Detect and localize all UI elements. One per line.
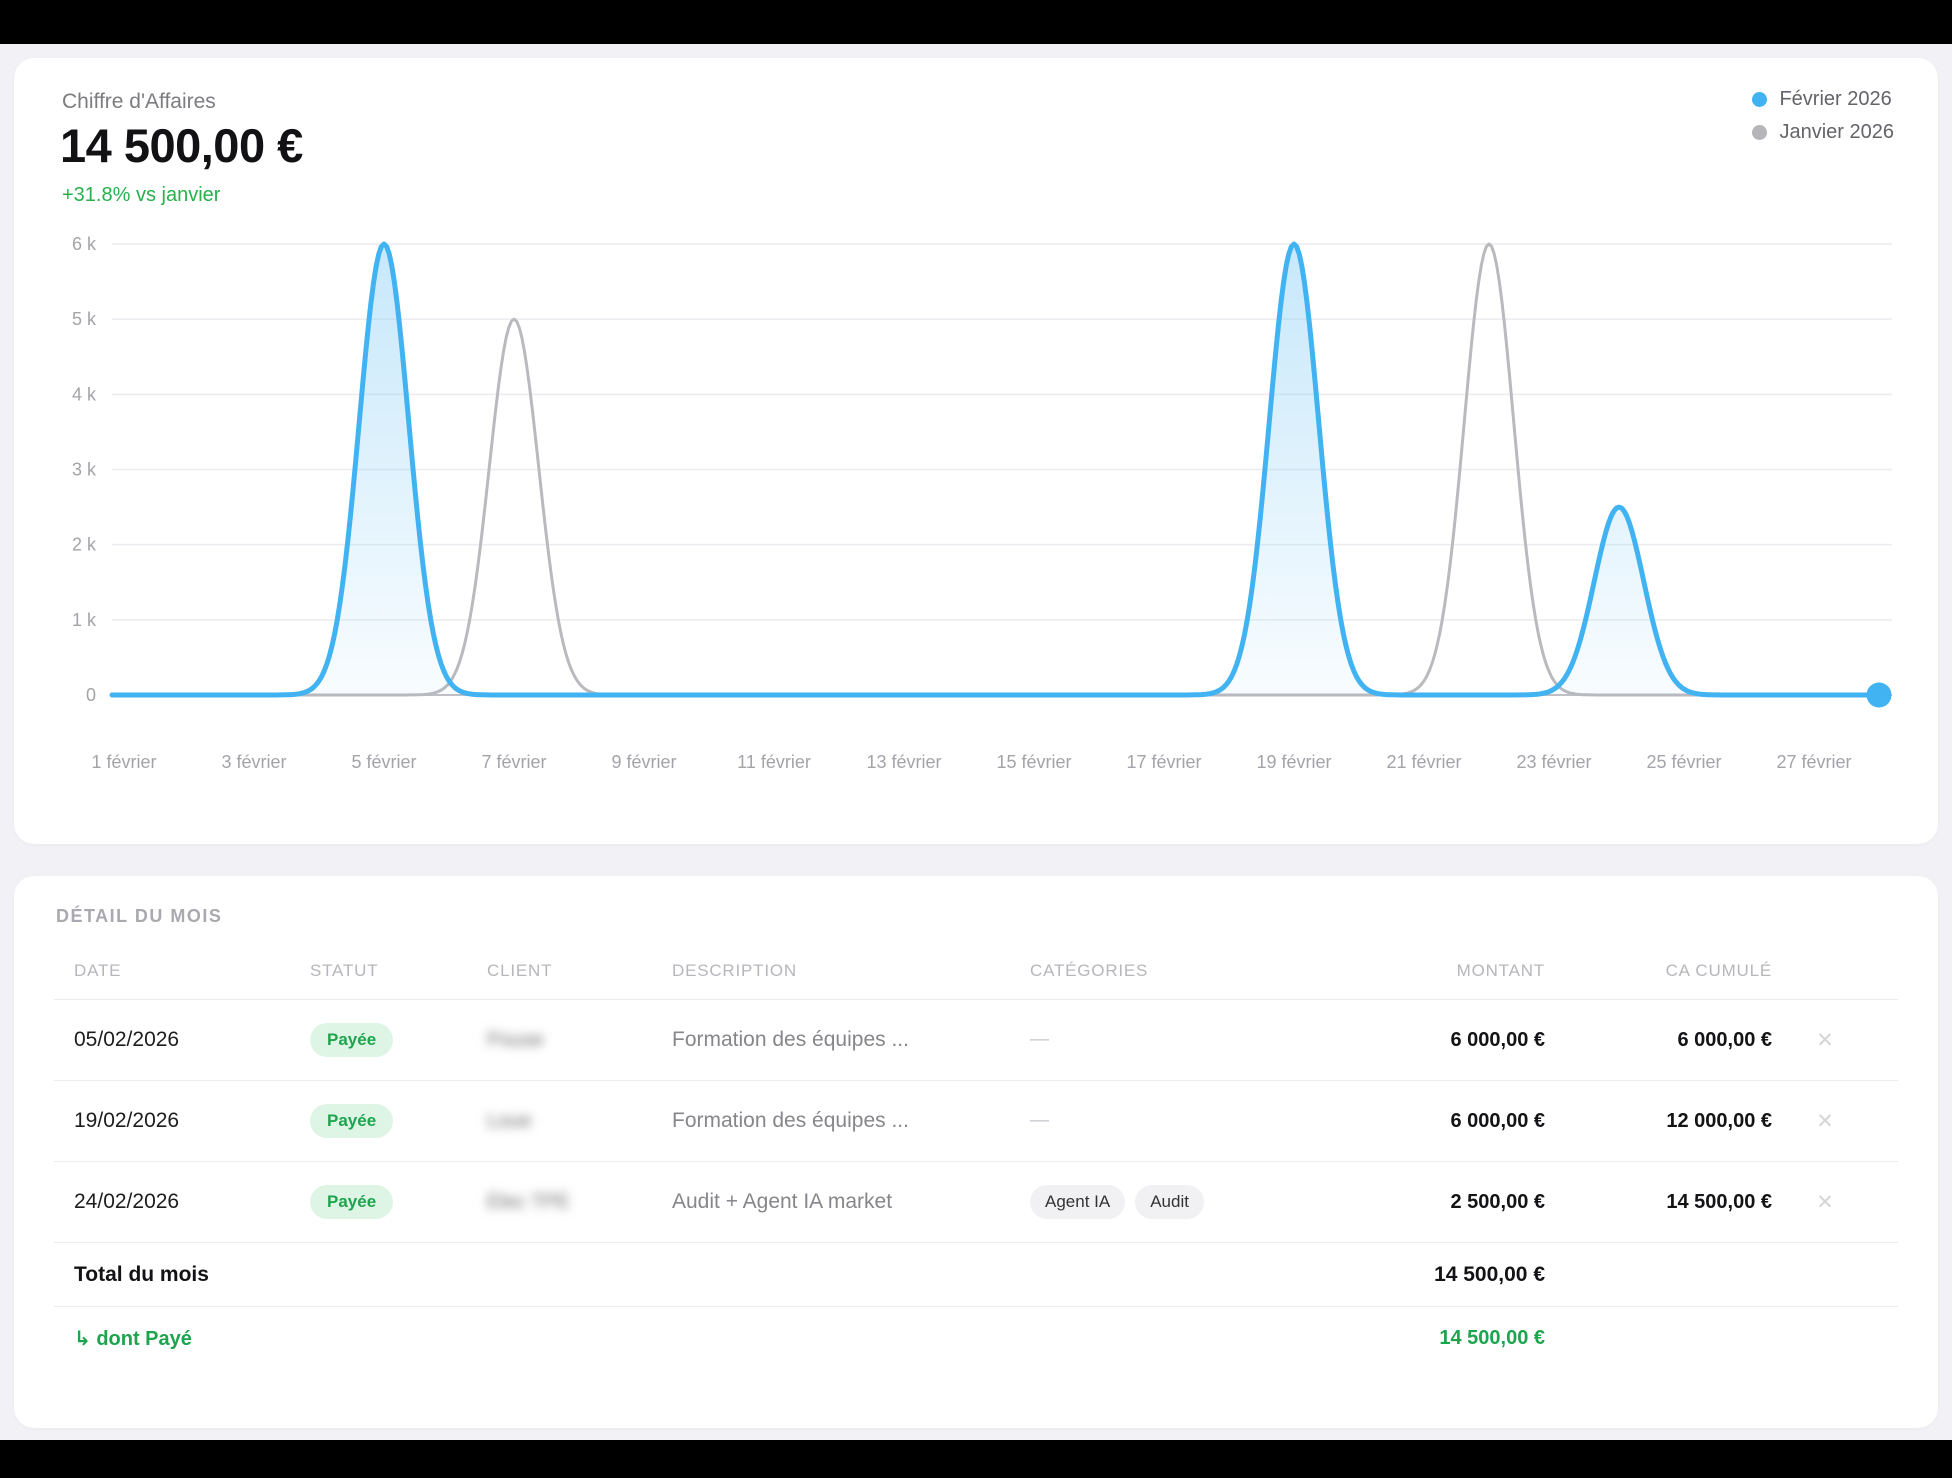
- row-description: Formation des équipes ...: [672, 1109, 909, 1132]
- delete-row-icon[interactable]: ✕: [1816, 1028, 1834, 1052]
- svg-text:1 k: 1 k: [72, 610, 97, 630]
- svg-text:5 février: 5 février: [351, 752, 416, 772]
- legend-dot-icon: [1752, 92, 1768, 107]
- dashboard: Chiffre d'Affaires 14 500,00 € +31.8% vs…: [0, 44, 1952, 1440]
- legend-label: Janvier 2026: [1779, 121, 1894, 143]
- row-cumulative: 14 500,00 €: [1666, 1190, 1772, 1213]
- col-header-description: DESCRIPTION: [672, 960, 797, 980]
- delete-row-icon[interactable]: ✕: [1816, 1109, 1834, 1133]
- col-header-ca-cumule: CA CUMULÉ: [1665, 960, 1772, 980]
- legend-item[interactable]: Février 2026: [1752, 88, 1892, 111]
- table-row[interactable]: 19/02/2026 Payée Loue Formation des équi…: [54, 1081, 1898, 1162]
- svg-text:23 février: 23 février: [1516, 752, 1591, 772]
- row-amount: 6 000,00 €: [1450, 1109, 1545, 1132]
- svg-text:27 février: 27 février: [1776, 752, 1851, 772]
- status-badge: Payée: [310, 1023, 394, 1057]
- col-header-date: DATE: [74, 960, 122, 980]
- category-pill: Agent IA: [1030, 1185, 1126, 1219]
- empty-categories-dash: —: [1030, 1110, 1049, 1131]
- table-header: DATE STATUT CLIENT DESCRIPTION CATÉGORIE…: [54, 942, 1898, 1000]
- row-categories: Agent IA Audit: [1030, 1185, 1350, 1219]
- row-date: 24/02/2026: [74, 1190, 180, 1213]
- row-description: Audit + Agent IA market: [672, 1190, 893, 1213]
- svg-text:4 k: 4 k: [72, 384, 97, 404]
- svg-text:11 février: 11 février: [737, 752, 811, 772]
- svg-text:15 février: 15 février: [996, 752, 1071, 772]
- chart-legend: Février 2026 Janvier 2026: [1752, 88, 1894, 144]
- row-client: Elec TPE: [487, 1190, 570, 1213]
- row-client: Loue: [487, 1109, 532, 1132]
- row-amount: 2 500,00 €: [1450, 1190, 1545, 1213]
- svg-text:17 février: 17 février: [1126, 752, 1201, 772]
- svg-text:25 février: 25 février: [1646, 752, 1721, 772]
- row-date: 19/02/2026: [74, 1109, 180, 1132]
- empty-categories-dash: —: [1030, 1029, 1049, 1050]
- svg-text:0: 0: [86, 685, 96, 705]
- paid-amount: 14 500,00 €: [1439, 1326, 1545, 1349]
- table-body: 05/02/2026 Payée Pouse Formation des équ…: [54, 1000, 1898, 1243]
- svg-text:5 k: 5 k: [72, 309, 97, 329]
- total-amount: 14 500,00 €: [1434, 1262, 1545, 1286]
- table-row[interactable]: 05/02/2026 Payée Pouse Formation des équ…: [54, 1000, 1898, 1081]
- svg-text:9 février: 9 février: [611, 752, 676, 772]
- svg-text:2 k: 2 k: [72, 535, 97, 555]
- category-pill: Audit: [1135, 1185, 1204, 1219]
- col-header-statut: STATUT: [310, 960, 379, 980]
- paid-label: ↳ dont Payé: [74, 1327, 192, 1350]
- revenue-title: Chiffre d'Affaires: [62, 90, 216, 113]
- status-badge: Payée: [310, 1185, 394, 1219]
- svg-text:3 k: 3 k: [72, 460, 97, 480]
- svg-text:6 k: 6 k: [72, 234, 97, 254]
- revenue-amount: 14 500,00 €: [60, 119, 303, 172]
- svg-text:13 février: 13 février: [866, 752, 941, 772]
- status-badge: Payée: [310, 1104, 394, 1138]
- row-amount: 6 000,00 €: [1450, 1028, 1545, 1051]
- delete-row-icon[interactable]: ✕: [1816, 1190, 1834, 1214]
- row-categories: —: [1030, 1110, 1350, 1132]
- row-description: Formation des équipes ...: [672, 1028, 909, 1051]
- row-categories: —: [1030, 1029, 1350, 1051]
- detail-table: DATE STATUT CLIENT DESCRIPTION CATÉGORIE…: [54, 942, 1898, 1369]
- paid-row: ↳ dont Payé 14 500,00 €: [54, 1307, 1898, 1369]
- row-date: 05/02/2026: [74, 1028, 180, 1051]
- col-header-montant: MONTANT: [1456, 960, 1545, 980]
- svg-text:7 février: 7 février: [481, 752, 546, 772]
- detail-title: DÉTAIL DU MOIS: [56, 906, 223, 926]
- row-cumulative: 12 000,00 €: [1666, 1109, 1772, 1132]
- legend-dot-icon: [1752, 125, 1768, 140]
- total-row: Total du mois 14 500,00 €: [54, 1243, 1898, 1307]
- revenue-delta: +31.8% vs janvier: [62, 184, 221, 206]
- svg-text:1 février: 1 février: [91, 752, 156, 772]
- svg-text:19 février: 19 février: [1256, 752, 1331, 772]
- row-cumulative: 6 000,00 €: [1677, 1028, 1772, 1051]
- col-header-client: CLIENT: [487, 960, 553, 980]
- row-client: Pouse: [487, 1028, 544, 1051]
- revenue-card: Chiffre d'Affaires 14 500,00 € +31.8% vs…: [14, 58, 1938, 844]
- legend-label: Février 2026: [1779, 88, 1892, 110]
- svg-text:21 février: 21 février: [1386, 752, 1461, 772]
- col-header-categories: CATÉGORIES: [1030, 960, 1149, 980]
- table-row[interactable]: 24/02/2026 Payée Elec TPE Audit + Agent …: [54, 1162, 1898, 1243]
- revenue-chart[interactable]: 0 1 k 2 k 3 k 4 k 5 k 6 k 1 février 3 février 5 f…: [34, 228, 1918, 808]
- legend-item[interactable]: Janvier 2026: [1752, 121, 1894, 144]
- svg-text:3 février: 3 février: [221, 752, 286, 772]
- total-label: Total du mois: [74, 1262, 209, 1286]
- detail-card: DÉTAIL DU MOIS DATE STATUT CLIENT DESCRI…: [14, 876, 1938, 1428]
